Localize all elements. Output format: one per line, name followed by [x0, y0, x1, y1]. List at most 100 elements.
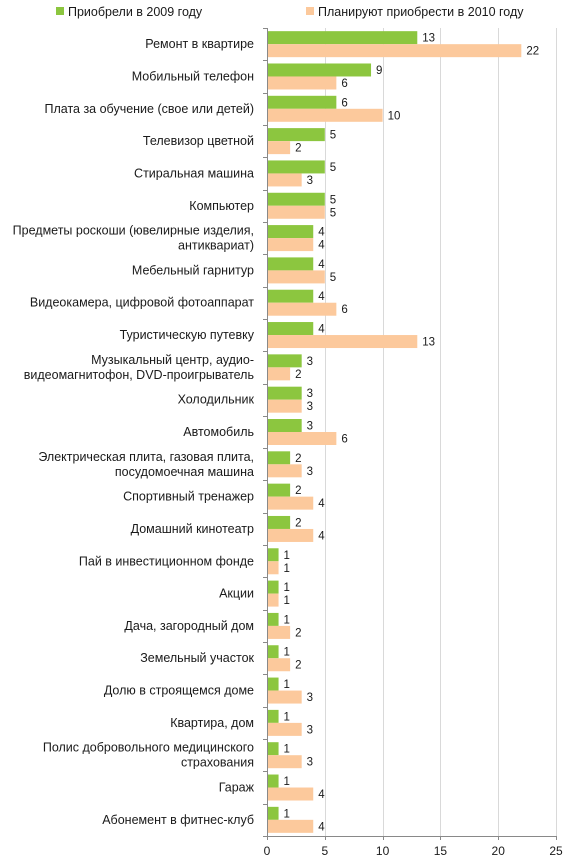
- bar: [267, 645, 279, 659]
- bar: [267, 593, 279, 607]
- category-label: Полис добровольного медицинского страхова…: [43, 741, 254, 770]
- data-label: 13: [422, 33, 435, 45]
- legend-label: Планируют приобрести в 2010 году: [318, 5, 524, 19]
- data-label: 6: [341, 434, 347, 446]
- category-label: Ремонт в квартире: [145, 37, 254, 51]
- data-label: 5: [330, 162, 336, 174]
- bars: [267, 31, 522, 833]
- data-label: 2: [295, 369, 301, 381]
- data-label: 2: [295, 517, 301, 529]
- bar: [267, 658, 291, 672]
- data-label: 10: [388, 110, 401, 122]
- bar: [267, 528, 314, 542]
- bar: [267, 270, 325, 284]
- category-label: Земельный участок: [140, 651, 254, 665]
- bar: [267, 128, 325, 142]
- bar: [267, 722, 302, 736]
- bar: [267, 399, 302, 413]
- legend-label: Приобрели в 2009 году: [68, 5, 203, 19]
- data-label: 1: [284, 614, 290, 626]
- bar: [267, 386, 302, 400]
- data-label: 1: [284, 679, 290, 691]
- data-label: 13: [422, 337, 435, 349]
- bar: [267, 515, 291, 529]
- bar: [267, 76, 337, 90]
- bar: [267, 257, 314, 271]
- data-label: 4: [318, 240, 325, 252]
- bar: [267, 819, 314, 833]
- bar: [267, 464, 302, 478]
- category-label: Туристическую путевку: [120, 328, 255, 342]
- bar: [267, 225, 314, 239]
- data-label: 5: [330, 272, 336, 284]
- data-label: 1: [284, 595, 290, 607]
- category-label: Мебельный гарнитур: [132, 263, 254, 277]
- x-tick-label: 5: [321, 844, 328, 858]
- bar: [267, 192, 325, 206]
- data-label: 2: [295, 143, 301, 155]
- data-label: 2: [295, 453, 301, 465]
- bar: [267, 774, 279, 788]
- bar: [267, 108, 383, 122]
- bar: [267, 787, 314, 801]
- data-label: 6: [341, 78, 347, 90]
- data-label: 2: [295, 660, 301, 672]
- data-label: 4: [318, 530, 325, 542]
- category-label: Компьютер: [189, 199, 254, 213]
- data-label: 1: [284, 563, 290, 575]
- category-label: Квартира, дом: [170, 716, 254, 730]
- x-tick-labels: 0 5 10 15 20 25: [264, 844, 563, 858]
- category-label: Абонемент в фитнес-клуб: [102, 813, 254, 827]
- data-label: 2: [295, 627, 301, 639]
- data-label: 3: [307, 692, 313, 704]
- category-label: Автомобиль: [183, 425, 254, 439]
- data-label: 6: [341, 97, 347, 109]
- category-label: Пай в инвестиционном фонде: [79, 554, 254, 568]
- data-label: 3: [307, 466, 313, 478]
- bar: [267, 141, 291, 155]
- bar: [267, 354, 302, 368]
- data-label: 3: [307, 356, 313, 368]
- bar: [267, 548, 279, 562]
- data-label: 2: [295, 485, 301, 497]
- category-label: Домашний кинотеатр: [131, 522, 254, 536]
- category-label: Гараж: [219, 781, 255, 795]
- data-label: 6: [341, 304, 347, 316]
- data-label: 4: [318, 789, 325, 801]
- data-label: 1: [284, 647, 290, 659]
- bar: [267, 367, 291, 381]
- bar: [267, 419, 302, 432]
- category-label: Стиральная машина: [134, 166, 254, 180]
- legend: Приобрели в 2009 году Планируют приобрест…: [56, 5, 524, 19]
- data-label: 1: [284, 744, 290, 756]
- data-label: 1: [284, 711, 290, 723]
- bar: [267, 63, 372, 77]
- bar: [267, 612, 279, 626]
- axes: [263, 28, 557, 840]
- bar: [267, 302, 337, 316]
- bar: [267, 95, 337, 109]
- category-label: Дача, загородный дом: [124, 619, 254, 633]
- data-label: 4: [318, 259, 325, 271]
- data-label: 4: [318, 324, 325, 336]
- bar: [267, 322, 314, 336]
- category-label: Акции: [219, 587, 254, 601]
- bar: [267, 496, 314, 510]
- data-label: 4: [318, 821, 325, 833]
- bar: [267, 205, 325, 219]
- data-label: 3: [307, 175, 313, 187]
- bar: [267, 44, 522, 58]
- x-tick-label: 25: [549, 844, 563, 858]
- category-label: Мобильный телефон: [132, 69, 254, 83]
- data-label: 1: [284, 550, 290, 562]
- data-label: 5: [330, 194, 336, 206]
- bar: [267, 755, 302, 769]
- x-tick-label: 15: [434, 844, 448, 858]
- category-labels: Ремонт в квартире Мобильный телефон Плата …: [13, 37, 255, 827]
- bar: [267, 173, 302, 187]
- x-tick-label: 10: [376, 844, 390, 858]
- category-label: Музыкальный центр, аудио-видеомагнитофон…: [24, 353, 254, 382]
- category-label: Видеокамера, цифровой фотоаппарат: [30, 296, 254, 310]
- bar: [267, 580, 279, 594]
